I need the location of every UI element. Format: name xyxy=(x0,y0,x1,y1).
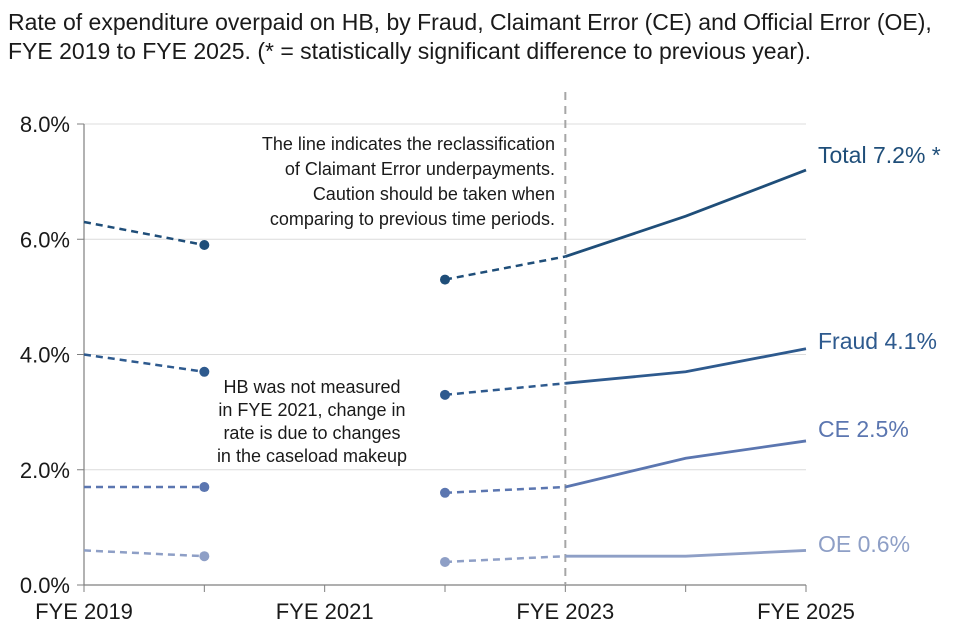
data-point xyxy=(199,366,210,377)
series-line-old xyxy=(83,353,205,374)
annotation-hb-note: HB was not measured in FYE 2021, change i… xyxy=(217,377,407,466)
y-axis-tick-labels: 0.0% 2.0% 4.0% 6.0% 8.0% xyxy=(20,112,70,598)
y-tick-label: 2.0% xyxy=(20,458,70,483)
x-tick-label: FYE 2023 xyxy=(516,599,614,624)
annotation-line: comparing to previous time periods. xyxy=(270,209,555,229)
series-line-dashed xyxy=(444,485,566,495)
series-line-old xyxy=(83,549,205,558)
data-point xyxy=(440,487,450,498)
series-end-labels: Total 7.2% * Fraud 4.1% CE 2.5% OE 0.6% xyxy=(818,142,941,557)
series-oe xyxy=(83,549,807,567)
annotation-line: in the caseload makeup xyxy=(217,446,407,466)
data-point xyxy=(440,556,450,567)
series-line-solid xyxy=(565,439,807,489)
series-line-solid xyxy=(565,549,807,558)
y-tick-label: 0.0% xyxy=(20,573,70,598)
series-line-dashed xyxy=(444,255,566,281)
data-point xyxy=(199,240,210,251)
x-axis-tick-labels: FYE 2019 FYE 2021 FYE 2023 FYE 2025 xyxy=(35,599,855,624)
x-tick-label: FYE 2025 xyxy=(757,599,855,624)
chart-title: Rate of expenditure overpaid on HB, by F… xyxy=(8,9,932,64)
y-tick-label: 8.0% xyxy=(20,112,70,137)
annotation-line: in FYE 2021, change in xyxy=(218,400,405,420)
series-line-dashed xyxy=(444,554,566,564)
annotations: The line indicates the reclassification o… xyxy=(217,134,555,466)
data-point xyxy=(440,389,450,400)
series-end-label: CE 2.5% xyxy=(818,416,909,442)
data-point xyxy=(199,551,210,562)
x-tick-label: FYE 2019 xyxy=(35,599,133,624)
x-tick-label: FYE 2021 xyxy=(276,599,374,624)
series-end-label: Fraud 4.1% xyxy=(818,328,937,354)
series-line-old xyxy=(83,220,205,247)
series-line-solid xyxy=(564,168,807,258)
annotation-reclass-note: The line indicates the reclassification o… xyxy=(262,134,555,229)
annotation-line: Caution should be taken when xyxy=(313,184,555,204)
series-end-label: OE 0.6% xyxy=(818,531,910,557)
data-point xyxy=(199,482,210,493)
gridlines xyxy=(84,123,806,471)
series-ce xyxy=(84,439,807,498)
annotation-line: HB was not measured xyxy=(223,377,400,397)
annotation-line: of Claimant Error underpayments. xyxy=(285,159,555,179)
series-line-solid xyxy=(565,347,807,385)
y-tick-label: 6.0% xyxy=(20,227,70,252)
annotation-line: rate is due to changes xyxy=(223,423,400,443)
series-group xyxy=(83,168,807,567)
series-total xyxy=(83,168,807,285)
data-point xyxy=(440,274,450,285)
series-line-dashed xyxy=(444,382,566,397)
annotation-line: The line indicates the reclassification xyxy=(262,134,555,154)
y-tick-label: 4.0% xyxy=(20,343,70,368)
series-fraud xyxy=(83,347,807,400)
series-end-label: Total 7.2% * xyxy=(818,142,941,168)
